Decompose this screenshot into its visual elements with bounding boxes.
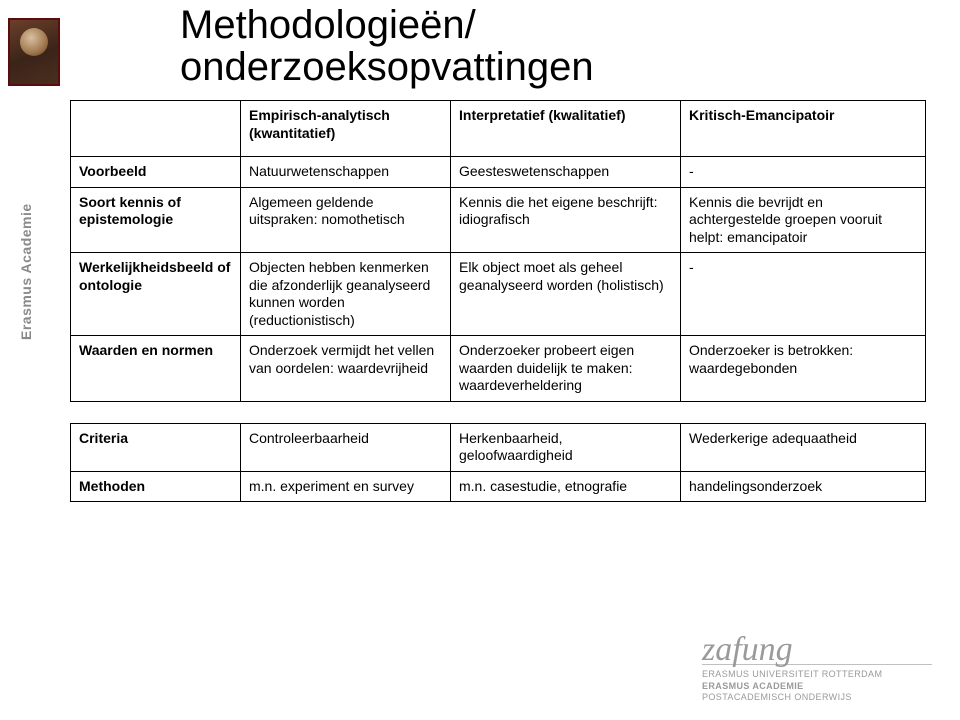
cell: - <box>681 157 926 188</box>
table-header-row: Empirisch-analytisch (kwantitatief) Inte… <box>71 101 926 157</box>
cell: Elk object moet als geheel geanalyseerd … <box>451 253 681 336</box>
row-label: Waarden en normen <box>71 336 241 402</box>
cell: Onderzoeker probeert eigen waarden duide… <box>451 336 681 402</box>
cell: Wederkerige adequaatheid <box>681 423 926 471</box>
table-gap-row <box>71 401 926 423</box>
cell: m.n. casestudie, etnografie <box>451 471 681 502</box>
cell: Objecten hebben kenmerken die afzonderli… <box>241 253 451 336</box>
row-label: Werkelijkheidsbeeld of ontologie <box>71 253 241 336</box>
title-line-2: onderzoeksopvattingen <box>180 46 594 88</box>
cell: Controleerbaarheid <box>241 423 451 471</box>
cell: - <box>681 253 926 336</box>
cell: Kennis die bevrijdt en achtergestelde gr… <box>681 187 926 253</box>
table-row: Waarden en normen Onderzoek vermijdt het… <box>71 336 926 402</box>
cell: Onderzoek vermijdt het vellen van oordel… <box>241 336 451 402</box>
cell: Algemeen geldende uitspraken: nomothetis… <box>241 187 451 253</box>
row-label: Soort kennis of epistemologie <box>71 187 241 253</box>
cell: Herkenbaarheid, geloofwaardigheid <box>451 423 681 471</box>
cell: m.n. experiment en survey <box>241 471 451 502</box>
cell: Natuurwetenschappen <box>241 157 451 188</box>
logo-academy-line: ERASMUS ACADEMIE POSTACADEMISCH ONDERWIJ… <box>702 681 932 704</box>
sidebar-portrait-icon <box>8 18 60 86</box>
table-row: Criteria Controleerbaarheid Herkenbaarhe… <box>71 423 926 471</box>
header-col-1: Empirisch-analytisch (kwantitatief) <box>241 101 451 157</box>
page-title: Methodologieën/ onderzoeksopvattingen <box>180 4 594 88</box>
cell: Kennis die het eigene beschrijft: idiogr… <box>451 187 681 253</box>
header-col-3: Kritisch-Emancipatoir <box>681 101 926 157</box>
table-row: Voorbeeld Natuurwetenschappen Geesteswet… <box>71 157 926 188</box>
table-row: Werkelijkheidsbeeld of ontologie Objecte… <box>71 253 926 336</box>
cell: Geesteswetenschappen <box>451 157 681 188</box>
header-col-2: Interpretatief (kwalitatief) <box>451 101 681 157</box>
footer-logo: zafung ERASMUS UNIVERSITEIT ROTTERDAM ER… <box>702 638 932 704</box>
row-label: Methoden <box>71 471 241 502</box>
methodology-table: Empirisch-analytisch (kwantitatief) Inte… <box>70 100 925 502</box>
title-line-1: Methodologieën/ <box>180 4 594 46</box>
table-row: Soort kennis of epistemologie Algemeen g… <box>71 187 926 253</box>
logo-academy-sub: POSTACADEMISCH ONDERWIJS <box>702 692 852 702</box>
logo-script-icon: zafung <box>702 638 932 662</box>
row-label: Voorbeeld <box>71 157 241 188</box>
sidebar-brand-text: Erasmus Academie <box>18 203 34 340</box>
cell: Onderzoeker is betrokken: waardegebonden <box>681 336 926 402</box>
cell: handelingsonderzoek <box>681 471 926 502</box>
logo-academy-bold: ERASMUS ACADEMIE <box>702 681 804 691</box>
row-label: Criteria <box>71 423 241 471</box>
table-row: Methoden m.n. experiment en survey m.n. … <box>71 471 926 502</box>
logo-university-line: ERASMUS UNIVERSITEIT ROTTERDAM <box>702 669 932 681</box>
header-blank <box>71 101 241 157</box>
